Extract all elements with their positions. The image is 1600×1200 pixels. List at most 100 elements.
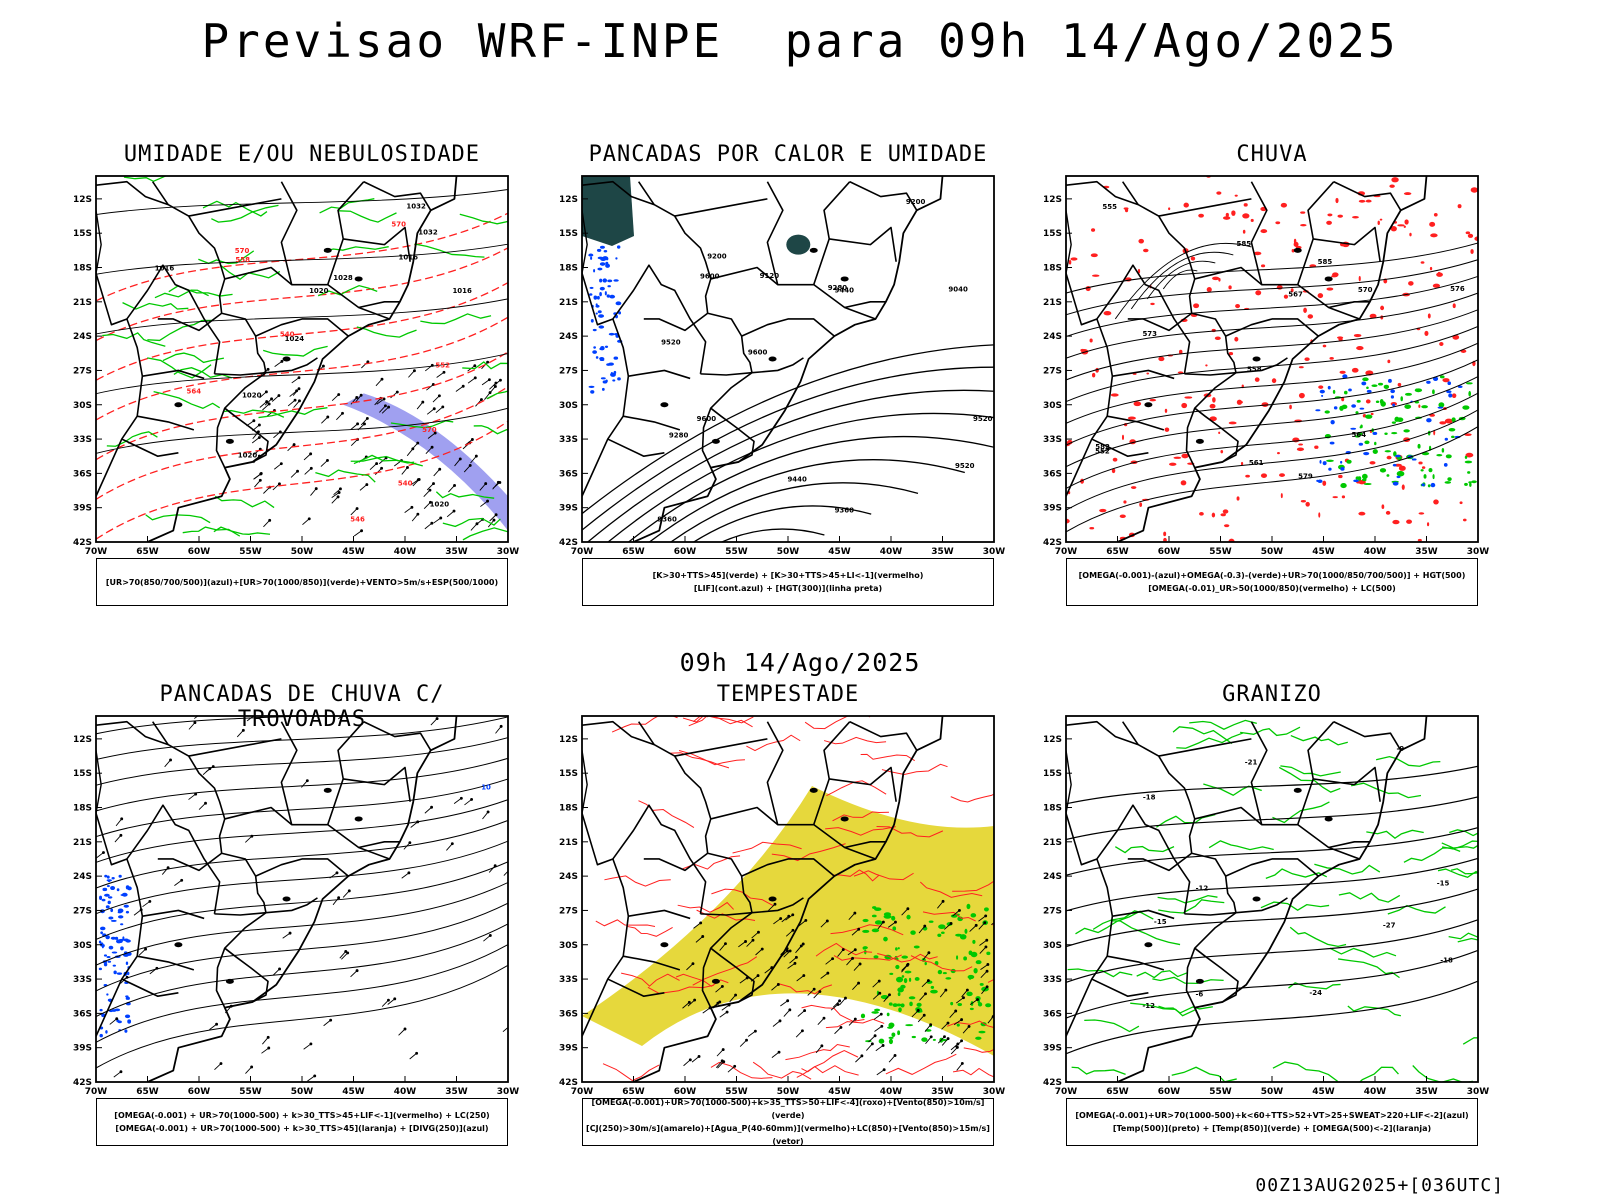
wind-vector <box>401 872 410 879</box>
field-patch <box>113 970 117 975</box>
state-border <box>849 720 918 751</box>
wind-vector <box>293 400 300 408</box>
wind-vector-head <box>880 1024 884 1028</box>
wind-vector-head <box>241 728 245 732</box>
field-patch <box>1212 276 1220 281</box>
field-patch <box>1280 202 1288 208</box>
hgt300-label: 9200 <box>707 253 727 261</box>
field-patch <box>874 1008 881 1012</box>
wind-vector-head <box>258 478 262 482</box>
contour-line <box>1278 766 1341 793</box>
lake <box>225 978 234 984</box>
wind-vector <box>937 1036 945 1044</box>
lat-tick-label: 21S <box>1043 298 1062 308</box>
wind-vector-head <box>119 1070 123 1074</box>
field-patch <box>1326 459 1334 462</box>
wind-vector-head <box>744 940 748 943</box>
wind-vector <box>115 818 123 827</box>
field-patch <box>1358 275 1361 282</box>
state-border <box>224 806 390 860</box>
wind-vector-head <box>433 431 437 435</box>
wind-vector-head <box>435 717 439 721</box>
field-patch <box>1452 303 1456 309</box>
contour-line <box>96 298 508 335</box>
lon-tick-label: 65W <box>1106 1087 1129 1096</box>
field-patch <box>1289 404 1292 410</box>
wind-vector-head <box>509 1025 511 1027</box>
contour-line <box>462 361 508 370</box>
state-border <box>1112 369 1175 380</box>
lon-tick-label: 55W <box>1209 547 1232 556</box>
wind-vector-head <box>307 517 311 521</box>
field-patch <box>125 961 129 966</box>
wind-vector-head <box>470 438 474 441</box>
political-boundaries <box>582 716 944 1082</box>
omega-green-area <box>1324 375 1477 489</box>
wind-vector <box>979 946 987 954</box>
coastline <box>633 176 944 542</box>
contour-line <box>96 778 508 838</box>
contour-line <box>910 955 973 972</box>
field-patch <box>1362 478 1367 482</box>
state-border <box>1112 909 1175 920</box>
contour-line <box>96 840 508 915</box>
field-patch <box>1178 349 1183 355</box>
field-patch <box>1441 448 1445 453</box>
field-patch <box>99 895 103 900</box>
contour-line <box>963 1047 994 1053</box>
state-border <box>1250 181 1268 285</box>
contour-line <box>1457 937 1478 943</box>
field-patch <box>118 874 122 878</box>
state-border <box>1121 181 1139 206</box>
temp500-contours <box>1066 765 1478 1055</box>
contour-line <box>1066 359 1478 446</box>
lon-tick-label: 45W <box>828 1087 851 1096</box>
field-patch <box>1390 395 1394 399</box>
field-patch <box>1209 403 1216 409</box>
field-patch <box>1362 377 1369 382</box>
contour-line <box>1092 910 1154 930</box>
field-patch <box>1459 501 1463 505</box>
contour-line <box>1136 970 1188 979</box>
field-patch <box>1337 214 1343 218</box>
field-patch <box>1391 421 1396 424</box>
contour-line <box>1448 932 1478 940</box>
field-patch <box>1389 184 1395 188</box>
field-patch <box>970 913 977 918</box>
field-patch <box>1333 406 1338 410</box>
wind-vector <box>991 922 994 926</box>
contour-line <box>122 302 189 310</box>
field-patch <box>1358 511 1366 516</box>
wind-vector-head <box>954 1009 958 1013</box>
field-patch <box>888 1002 893 1006</box>
state-border <box>751 897 804 914</box>
lake <box>1144 402 1153 408</box>
state-border <box>265 897 318 914</box>
state-border <box>582 804 707 914</box>
field-patch <box>1322 461 1327 466</box>
state-border <box>142 909 205 920</box>
field-patch <box>1089 527 1095 530</box>
field-patch <box>883 936 888 942</box>
lat-tick-label: 39S <box>73 504 92 514</box>
field-patch <box>1317 479 1323 484</box>
lat-tick-label: 39S <box>1043 1044 1062 1054</box>
wind-vector <box>435 406 444 414</box>
caption-line-2: [CJ(250)>30m/s](amarelo)+[Agua_P(40-60mm… <box>586 1124 990 1146</box>
field-patch <box>1421 483 1425 487</box>
state-border <box>137 415 195 431</box>
hgt300-label: 9360 <box>835 507 855 515</box>
field-patch <box>123 938 129 942</box>
wind-vector <box>446 843 453 851</box>
field-patch <box>900 984 906 989</box>
field-patch <box>1324 410 1330 414</box>
field-patch <box>590 318 594 323</box>
contour-line <box>1066 242 1478 294</box>
state-border <box>1333 180 1402 211</box>
wind-vector-head <box>494 381 498 385</box>
wind-vector-head <box>734 993 738 997</box>
field-patch <box>1235 303 1241 309</box>
wind-vector <box>683 1059 691 1067</box>
wind-vector <box>245 1066 252 1074</box>
state-border <box>1296 721 1335 825</box>
